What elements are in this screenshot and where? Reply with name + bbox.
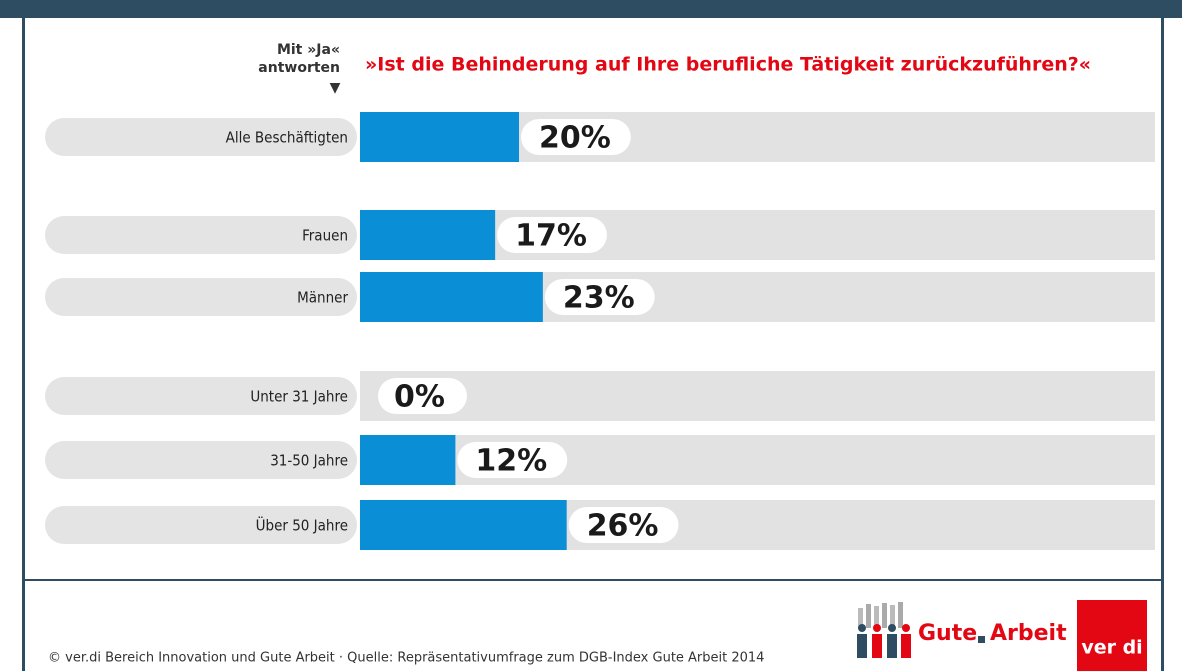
value-label-pill xyxy=(521,119,631,155)
bar xyxy=(360,112,519,162)
label-pill xyxy=(45,506,357,544)
logo-bar xyxy=(858,608,863,628)
footer-text: © ver.di Bereich Innovation und Gute Arb… xyxy=(48,651,764,666)
logo-bar xyxy=(890,605,895,628)
chart-title: »Ist die Behinderung auf Ihre berufliche… xyxy=(365,54,1091,76)
logo-gute-arbeit: Gute Arbeit xyxy=(857,602,1067,658)
logo-verdi xyxy=(1077,600,1147,671)
value-label: 12% xyxy=(475,444,547,479)
category-label: 31-50 Jahre xyxy=(270,452,348,470)
logo-figure xyxy=(857,634,867,658)
logo-figure xyxy=(901,634,911,658)
value-label: 17% xyxy=(515,219,587,254)
header-label-2: antworten xyxy=(258,60,340,76)
logo-bar xyxy=(874,606,879,628)
header-marker: ▼ xyxy=(330,80,341,96)
category-label: Alle Beschäftigten xyxy=(226,129,348,147)
logo-dot xyxy=(978,636,985,643)
bar xyxy=(360,210,496,260)
logo-figure xyxy=(887,634,897,658)
logo-bar xyxy=(882,603,887,628)
top-band xyxy=(0,0,1182,18)
category-label: Unter 31 Jahre xyxy=(250,388,348,406)
bar-track xyxy=(360,371,1155,421)
logo-text: Arbeit xyxy=(990,621,1067,646)
label-pill xyxy=(45,441,357,479)
header-label-1: Mit »Ja« xyxy=(277,42,340,58)
label-pill xyxy=(45,278,357,316)
logo-figure xyxy=(888,624,896,632)
logo-figure xyxy=(902,624,910,632)
logo-text: Gute xyxy=(918,621,977,646)
value-label-pill xyxy=(378,378,467,414)
left-border xyxy=(22,0,25,671)
value-label: 0% xyxy=(394,380,445,415)
value-label: 20% xyxy=(539,121,611,156)
value-label-pill xyxy=(568,507,679,543)
logo-bar xyxy=(866,604,871,628)
logo-bar xyxy=(898,602,903,628)
value-label: 23% xyxy=(563,281,635,316)
label-pill xyxy=(45,377,357,415)
logo-figure xyxy=(872,634,882,658)
bar xyxy=(360,500,567,550)
label-pill xyxy=(45,216,357,254)
logo-figure xyxy=(873,624,881,632)
value-label-pill xyxy=(497,217,607,253)
bar xyxy=(360,272,543,322)
logo-figure xyxy=(858,624,866,632)
logo-verdi-text: ver di xyxy=(1081,637,1142,659)
category-label: Männer xyxy=(297,289,348,307)
category-label: Frauen xyxy=(302,227,348,245)
bar xyxy=(360,435,456,485)
value-label-pill xyxy=(457,442,568,478)
value-label: 26% xyxy=(587,509,659,544)
category-label: Über 50 Jahre xyxy=(256,516,348,535)
right-border xyxy=(1161,0,1164,671)
footer-divider xyxy=(22,579,1164,581)
value-label-pill xyxy=(544,279,655,315)
label-pill xyxy=(45,118,357,156)
